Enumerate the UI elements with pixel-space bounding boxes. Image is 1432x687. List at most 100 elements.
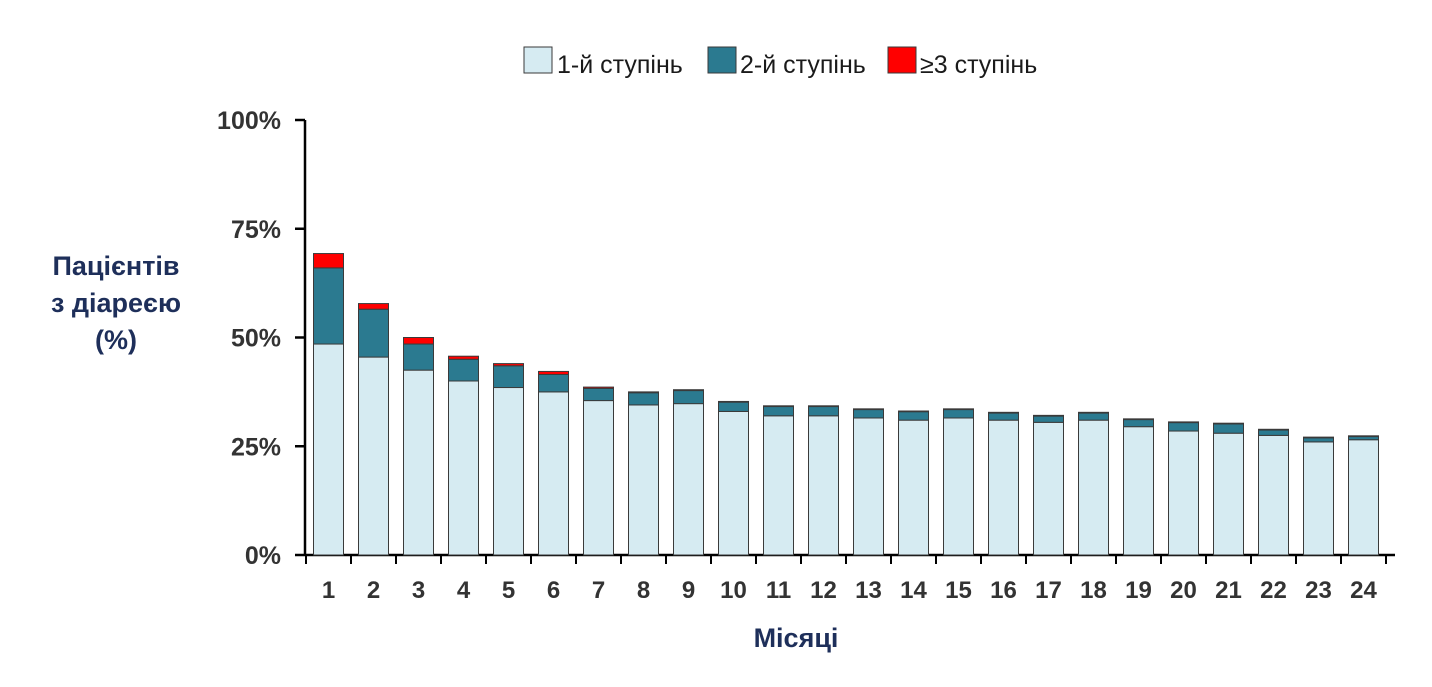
x-tick-label: 21 [1215, 577, 1242, 604]
legend-label-series-3: ≥3 ступінь [920, 51, 1037, 79]
x-tick-label: 3 [412, 577, 425, 604]
y-axis-title-line: Пацієнтів [52, 251, 179, 281]
bar-segment-series-2-month-21 [1213, 423, 1244, 434]
bar-segment-series-2-month-10 [718, 401, 749, 412]
bar-segment-series-1-month-14 [898, 419, 929, 556]
x-tick-label: 9 [682, 577, 695, 604]
x-tick-label: 18 [1080, 577, 1107, 604]
bar-segment-series-3-month-3 [403, 337, 434, 345]
bar-segment-series-2-month-7 [583, 387, 614, 402]
x-tick-label: 6 [547, 577, 560, 604]
bar-segment-series-3-month-4 [448, 355, 479, 360]
x-tick-label: 15 [945, 577, 972, 604]
x-tick-label: 23 [1305, 577, 1332, 604]
x-tick-label: 8 [637, 577, 650, 604]
bar-segment-series-3-month-1 [313, 253, 344, 269]
bar-segment-series-3-month-18 [1078, 411, 1109, 414]
bar-segment-series-1-month-22 [1258, 434, 1289, 556]
bar-segment-series-3-month-9 [673, 389, 704, 392]
bar-segment-series-1-month-21 [1213, 432, 1244, 556]
bar-segment-series-1-month-20 [1168, 430, 1199, 556]
y-tick-label: 75% [231, 216, 281, 244]
x-tick-label: 11 [766, 577, 791, 604]
bar-segment-series-1-month-10 [718, 410, 749, 556]
legend-swatch-series-3 [887, 46, 917, 74]
bar-segment-series-3-month-24 [1348, 435, 1379, 438]
x-axis-title: Місяці [754, 623, 839, 653]
bar-segment-series-2-month-8 [628, 392, 659, 406]
x-tick-label: 13 [855, 577, 882, 604]
bar-segment-series-2-month-1 [313, 267, 344, 345]
bar-segment-series-1-month-23 [1303, 441, 1334, 556]
bar-segment-series-3-month-7 [583, 386, 614, 389]
bar-segment-series-1-month-3 [403, 369, 434, 556]
x-tick-label: 20 [1170, 577, 1197, 604]
bar-segment-series-2-month-18 [1078, 412, 1109, 421]
bar-segment-series-1-month-6 [538, 391, 569, 556]
bar-segment-series-1-month-19 [1123, 426, 1154, 556]
y-axis-title-line: з діареєю [51, 288, 181, 318]
bar-segment-series-3-month-13 [853, 408, 884, 411]
bar-segment-series-2-month-9 [673, 390, 704, 405]
x-tick-label: 17 [1035, 577, 1062, 604]
bar-segment-series-2-month-4 [448, 358, 479, 382]
bars [313, 253, 1379, 556]
bar-segment-series-1-month-24 [1348, 439, 1379, 556]
bar-segment-series-2-month-2 [358, 308, 389, 358]
bar-segment-series-1-month-16 [988, 419, 1019, 556]
bar-segment-series-2-month-5 [493, 365, 524, 389]
bar-segment-series-1-month-7 [583, 400, 614, 556]
x-tick-label: 1 [322, 577, 335, 604]
bar-segment-series-1-month-1 [313, 343, 344, 556]
legend-label-series-1: 1-й ступінь [557, 51, 683, 79]
y-tick-label: 50% [231, 325, 281, 353]
y-tick-label: 0% [245, 542, 281, 570]
x-tick-label: 7 [592, 577, 605, 604]
bar-segment-series-1-month-8 [628, 404, 659, 556]
x-tick-label: 16 [990, 577, 1017, 604]
bar-segment-series-3-month-11 [763, 405, 794, 408]
x-tick-label: 22 [1260, 577, 1287, 604]
y-tick-label: 100% [217, 107, 281, 135]
bar-segment-series-3-month-10 [718, 400, 749, 403]
legend: 1-й ступінь 2-й ступінь ≥3 ступінь [523, 46, 1037, 79]
x-tick-label: 5 [502, 577, 515, 604]
legend-swatch-series-1 [523, 46, 553, 74]
bar-segment-series-3-month-23 [1303, 436, 1334, 439]
bar-segment-series-2-month-16 [988, 412, 1019, 421]
bar-segment-series-2-month-11 [763, 405, 794, 417]
bar-segment-series-2-month-12 [808, 405, 839, 417]
x-tick-label: 2 [367, 577, 380, 604]
bar-segment-series-1-month-13 [853, 417, 884, 556]
bar-segment-series-1-month-4 [448, 380, 479, 556]
bar-segment-series-3-month-14 [898, 410, 929, 413]
legend-label-series-2: 2-й ступінь [740, 51, 866, 79]
x-tick-label: 19 [1125, 577, 1152, 604]
bar-segment-series-3-month-16 [988, 411, 1019, 414]
bar-segment-series-2-month-14 [898, 410, 929, 421]
bar-segment-series-2-month-20 [1168, 421, 1199, 432]
x-tick-label: 14 [900, 577, 927, 604]
x-axis: 1 2 3 4 5 6 7 8 9 10 11 12 13 14 15 16 17 18 19 20 21 22 23 24 [305, 553, 1395, 604]
bar-segment-series-2-month-19 [1123, 418, 1154, 428]
legend-swatch-series-2 [707, 46, 737, 74]
bar-segment-series-1-month-12 [808, 415, 839, 556]
bar-segment-series-1-month-2 [358, 356, 389, 556]
bar-segment-series-3-month-2 [358, 303, 389, 310]
bar-segment-series-3-month-21 [1213, 422, 1244, 425]
bar-segment-series-3-month-19 [1123, 418, 1154, 421]
bar-segment-series-3-month-6 [538, 370, 569, 375]
bar-segment-series-3-month-12 [808, 405, 839, 408]
bar-segment-series-1-month-11 [763, 415, 794, 556]
bar-segment-series-2-month-13 [853, 408, 884, 419]
y-axis-title-line: (%) [95, 325, 137, 355]
bar-segment-series-1-month-18 [1078, 419, 1109, 556]
bar-segment-series-1-month-17 [1033, 421, 1064, 556]
x-tick-label: 10 [720, 577, 747, 604]
y-axis-title: Пацієнтів з діареєю (%) [51, 251, 181, 355]
bar-segment-series-3-month-5 [493, 363, 524, 367]
bar-segment-series-1-month-9 [673, 403, 704, 556]
x-tick-label: 4 [457, 577, 471, 604]
bar-segment-series-2-month-17 [1033, 415, 1064, 423]
